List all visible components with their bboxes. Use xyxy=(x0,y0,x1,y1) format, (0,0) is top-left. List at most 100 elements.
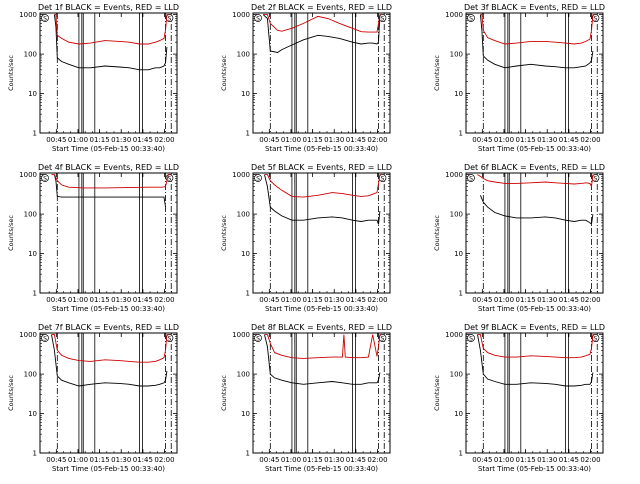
corner-label-right: S xyxy=(594,16,598,23)
y-tick-label: 1000 xyxy=(19,11,37,19)
chart-panel-3: Det 3f BLACK = Events, RED = LLD 1 10 100 10… xyxy=(433,3,605,153)
series-line-lld xyxy=(263,14,382,33)
x-tick-label: 01:30 xyxy=(537,296,557,304)
corner-label-right: S xyxy=(168,336,172,343)
chart-panel-5: Det 5f BLACK = Events, RED = LLD 1 10 100 10… xyxy=(220,163,392,313)
y-tick-label: 10 xyxy=(28,250,37,258)
x-tick-label: 00:45 xyxy=(472,456,492,464)
y-axis-label: Counts/sec xyxy=(220,375,228,411)
corner-marker-left xyxy=(467,174,475,182)
x-tick-label: 01:15 xyxy=(303,136,323,144)
x-tick-label: 01:45 xyxy=(346,136,366,144)
x-tick-label: 01:00 xyxy=(494,296,514,304)
corner-marker-left xyxy=(41,14,49,22)
y-tick-label: 1 xyxy=(246,130,250,138)
corner-label-right: S xyxy=(381,16,385,23)
series-line-lld xyxy=(477,334,595,359)
corner-label-right: S xyxy=(168,16,172,23)
plot-frame xyxy=(465,172,604,294)
x-tick-label: 01:00 xyxy=(68,136,88,144)
series-line-events xyxy=(264,334,381,385)
chart-title: Det 4f BLACK = Events, RED = LLD xyxy=(38,163,179,172)
x-tick-label: 00:45 xyxy=(259,456,279,464)
chart-title: Det 6f BLACK = Events, RED = LLD xyxy=(464,163,605,172)
x-tick-label: 00:45 xyxy=(46,296,66,304)
corner-marker-right xyxy=(165,334,174,342)
x-axis-label: Start Time (05-Feb-15 00:33:40) xyxy=(52,305,165,313)
y-tick-label: 1000 xyxy=(232,331,250,339)
y-tick-label: 1 xyxy=(33,290,37,298)
x-tick-label: 00:45 xyxy=(472,136,492,144)
x-axis-label: Start Time (05-Feb-15 00:33:40) xyxy=(478,465,591,473)
x-tick-label: 00:45 xyxy=(46,136,66,144)
y-axis-label: Counts/sec xyxy=(433,55,441,91)
x-axis-label: Start Time (05-Feb-15 00:33:40) xyxy=(265,465,378,473)
series-line-events xyxy=(479,195,594,226)
corner-label-left: S xyxy=(43,176,47,183)
series-line-lld xyxy=(264,174,382,198)
chart-panel-8: Det 8f BLACK = Events, RED = LLD 1 10 100 10… xyxy=(220,323,392,473)
chart-title: Det 9f BLACK = Events, RED = LLD xyxy=(464,323,605,332)
corner-marker-left xyxy=(254,174,262,182)
y-axis-label: Counts/sec xyxy=(7,215,15,251)
x-tick-label: 02:00 xyxy=(154,296,174,304)
y-tick-label: 100 xyxy=(237,371,250,379)
corner-marker-right xyxy=(378,334,387,342)
y-tick-label: 100 xyxy=(237,211,250,219)
y-axis-label: Counts/sec xyxy=(7,375,15,411)
chart-panel-6: Det 6f BLACK = Events, RED = LLD 1 10 100 10… xyxy=(433,163,605,313)
x-tick-label: 01:15 xyxy=(90,456,110,464)
series-line-events xyxy=(477,334,594,387)
x-tick-label: 01:45 xyxy=(559,136,579,144)
y-tick-label: 100 xyxy=(450,211,463,219)
corner-label-left: S xyxy=(469,336,473,343)
corner-label-left: S xyxy=(256,16,260,23)
plot-frame xyxy=(39,172,178,294)
x-axis-label: Start Time (05-Feb-15 00:33:40) xyxy=(265,145,378,153)
y-tick-label: 1 xyxy=(246,450,250,458)
y-tick-label: 10 xyxy=(28,90,37,98)
x-axis-label: Start Time (05-Feb-15 00:33:40) xyxy=(52,145,165,153)
series-line-lld xyxy=(477,174,594,189)
corner-marker-left xyxy=(467,14,475,22)
x-tick-label: 01:30 xyxy=(324,456,344,464)
corner-marker-right xyxy=(591,14,600,22)
series-line-lld xyxy=(264,334,382,359)
x-tick-label: 01:15 xyxy=(516,456,536,464)
y-tick-label: 100 xyxy=(237,51,250,59)
y-tick-label: 100 xyxy=(24,211,37,219)
corner-label-left: S xyxy=(469,16,473,23)
corner-label-right: S xyxy=(381,176,385,183)
plot-frame xyxy=(252,332,391,454)
y-tick-label: 1000 xyxy=(232,11,250,19)
y-axis-label: Counts/sec xyxy=(7,55,15,91)
y-axis-label: Counts/sec xyxy=(220,215,228,251)
y-tick-label: 1000 xyxy=(232,171,250,179)
y-axis-label: Counts/sec xyxy=(433,215,441,251)
x-tick-label: 01:00 xyxy=(281,136,301,144)
y-axis-label: Counts/sec xyxy=(220,55,228,91)
chart-title: Det 5f BLACK = Events, RED = LLD xyxy=(251,163,392,172)
x-tick-label: 01:15 xyxy=(516,296,536,304)
x-tick-label: 02:00 xyxy=(367,296,387,304)
x-tick-label: 02:00 xyxy=(154,136,174,144)
corner-label-left: S xyxy=(43,16,47,23)
x-tick-label: 01:45 xyxy=(133,296,153,304)
x-tick-label: 01:15 xyxy=(90,136,110,144)
corner-marker-left xyxy=(254,14,262,22)
corner-label-right: S xyxy=(594,176,598,183)
y-tick-label: 100 xyxy=(450,371,463,379)
x-tick-label: 01:00 xyxy=(494,456,514,464)
x-tick-label: 01:00 xyxy=(68,456,88,464)
y-tick-label: 10 xyxy=(28,410,37,418)
x-tick-label: 01:00 xyxy=(494,136,514,144)
series-line-events xyxy=(51,334,168,387)
y-tick-label: 1000 xyxy=(19,331,37,339)
x-tick-label: 01:45 xyxy=(346,296,366,304)
plot-frame xyxy=(39,12,178,134)
chart-panel-2: Det 2f BLACK = Events, RED = LLD 1 10 100 10… xyxy=(220,3,392,153)
x-tick-label: 01:15 xyxy=(303,456,323,464)
chart-title: Det 7f BLACK = Events, RED = LLD xyxy=(38,323,179,332)
x-tick-label: 02:00 xyxy=(580,296,600,304)
